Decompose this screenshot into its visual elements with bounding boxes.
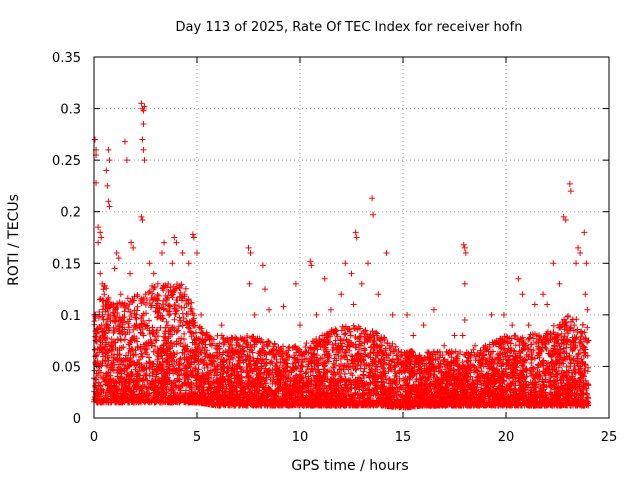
data-point (181, 330, 188, 337)
data-point (472, 357, 479, 364)
data-point (526, 334, 533, 341)
data-point (550, 322, 557, 329)
data-point (535, 343, 542, 350)
data-point (124, 295, 131, 302)
data-point (212, 367, 219, 374)
data-point (360, 371, 367, 378)
data-point (132, 314, 139, 321)
data-point (164, 295, 171, 302)
data-point (130, 297, 137, 304)
data-point (555, 324, 562, 331)
data-point (171, 316, 178, 323)
data-point (204, 362, 211, 369)
data-point (260, 369, 267, 376)
data-point (163, 318, 170, 325)
data-point (303, 340, 310, 347)
data-point (118, 337, 125, 344)
data-points (91, 100, 592, 411)
data-point (92, 337, 99, 344)
data-point (302, 344, 309, 351)
data-point (527, 331, 534, 338)
data-point (145, 354, 152, 361)
data-point (121, 308, 128, 315)
data-point (95, 314, 102, 321)
data-point (93, 370, 100, 377)
data-point (96, 296, 103, 303)
data-point (298, 368, 305, 375)
chart-title: Day 113 of 2025, Rate Of TEC Index for r… (176, 20, 523, 35)
data-point (177, 355, 184, 362)
data-point (358, 330, 365, 337)
data-point (93, 326, 100, 333)
data-point (181, 336, 188, 343)
data-point (360, 368, 367, 375)
data-point (146, 365, 153, 372)
data-point (353, 366, 360, 373)
data-point (459, 359, 466, 366)
data-point (92, 352, 99, 359)
data-point (146, 317, 153, 324)
data-point (297, 367, 304, 374)
data-point (339, 323, 346, 330)
data-point (584, 324, 591, 331)
data-point (166, 302, 173, 309)
data-point (558, 330, 565, 337)
data-point (113, 300, 120, 307)
data-point (571, 322, 578, 329)
